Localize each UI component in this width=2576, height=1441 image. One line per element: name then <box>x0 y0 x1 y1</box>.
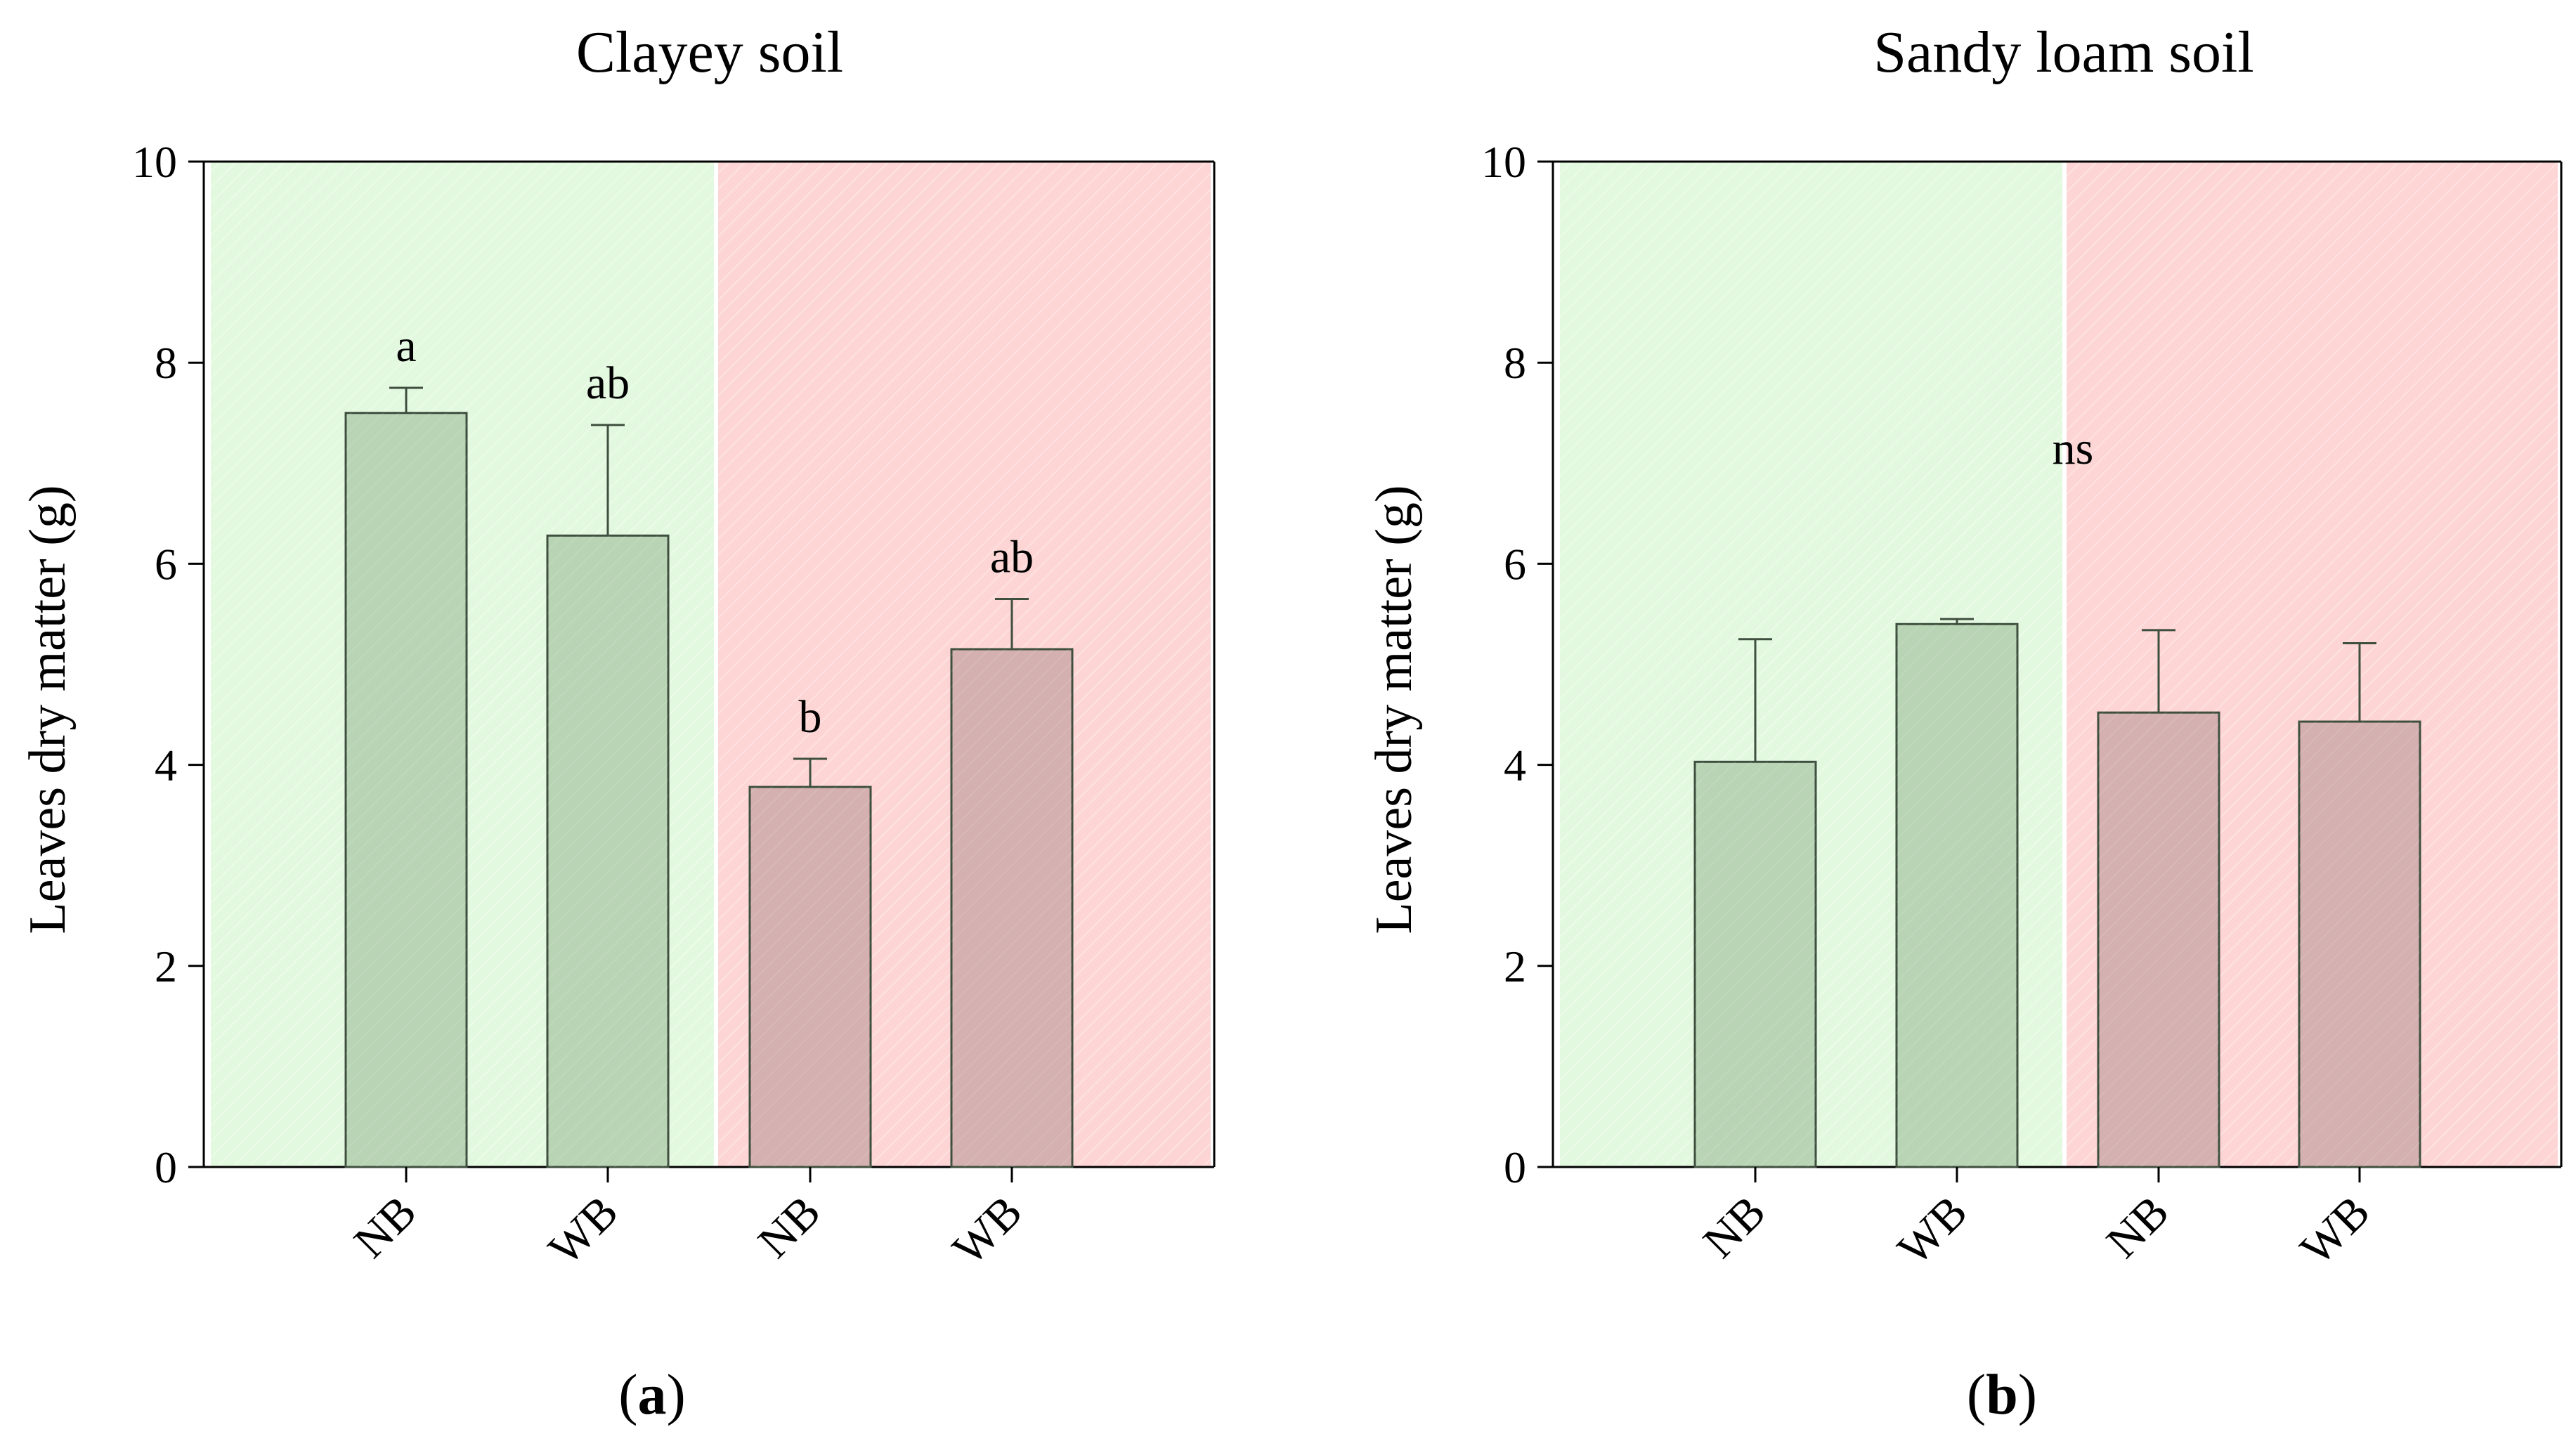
bar-hatch <box>951 649 1072 1167</box>
y-tick-label: 6 <box>1504 539 1526 589</box>
chart-panel-clayey-soil: Clayey soil 0 2 4 6 8 10 NB a WB ab NB b WB ab Leaves… <box>19 20 1216 1426</box>
x-tick-label: WB <box>1888 1186 1977 1275</box>
panel-label-close: ) <box>667 1362 686 1426</box>
y-tick-label: 6 <box>155 539 177 589</box>
significance-letter: ab <box>990 531 1034 582</box>
panel-label-letter: b <box>1986 1362 2018 1426</box>
x-tick-label: WB <box>2291 1186 2380 1275</box>
y-axis-label: Leaves dry matter (g) <box>19 485 77 934</box>
y-tick-label: 10 <box>1481 137 1526 187</box>
x-tick-label: NB <box>344 1186 426 1267</box>
y-tick-label: 4 <box>1504 741 1526 790</box>
bar-hatch <box>547 535 668 1167</box>
bar-hatch <box>346 412 467 1167</box>
significance-letter: ab <box>586 358 630 409</box>
bar-hatch <box>2299 722 2420 1167</box>
panel-label: (b) <box>1967 1362 2037 1426</box>
y-axis-label: Leaves dry matter (g) <box>1365 485 1423 934</box>
chart-panel-sandy-loam-soil: Sandy loam soil 0 2 4 6 8 10 NB WB NB WB Leaves d… <box>1365 20 2563 1426</box>
bar-hatch <box>2098 712 2219 1167</box>
x-tick-label: NB <box>748 1186 830 1267</box>
bar-hatch <box>1897 624 2017 1167</box>
chart-title: Sandy loam soil <box>1873 20 2253 85</box>
significance-letter: a <box>396 320 416 372</box>
y-tick-label: 4 <box>155 741 177 790</box>
panel-label: (a) <box>618 1362 686 1426</box>
x-tick-label: WB <box>539 1186 628 1275</box>
y-tick-label: 8 <box>155 338 177 388</box>
significance-label: ns <box>2053 423 2094 474</box>
y-tick-label: 10 <box>132 137 177 187</box>
y-tick-label: 0 <box>1504 1142 1526 1192</box>
y-tick-label: 2 <box>155 941 177 991</box>
y-tick-label: 0 <box>155 1142 177 1192</box>
x-tick-label: NB <box>1693 1186 1775 1267</box>
panel-label-open: ( <box>618 1362 637 1426</box>
bar-hatch <box>750 787 871 1167</box>
panel-label-close: ) <box>2018 1362 2037 1426</box>
x-tick-label: WB <box>943 1186 1032 1275</box>
panel-label-open: ( <box>1967 1362 1986 1426</box>
plot-area: 0 2 4 6 8 10 NB a WB ab NB b WB ab <box>132 137 1216 1275</box>
bar-hatch <box>1695 762 1816 1167</box>
panel-label-letter: a <box>638 1362 667 1426</box>
chart-title: Clayey soil <box>576 20 843 85</box>
x-tick-label: NB <box>2097 1186 2178 1267</box>
y-tick-label: 2 <box>1504 941 1526 991</box>
significance-letter: b <box>799 691 822 743</box>
y-tick-label: 8 <box>1504 338 1526 388</box>
plot-area: 0 2 4 6 8 10 NB WB NB WB <box>1481 137 2563 1275</box>
